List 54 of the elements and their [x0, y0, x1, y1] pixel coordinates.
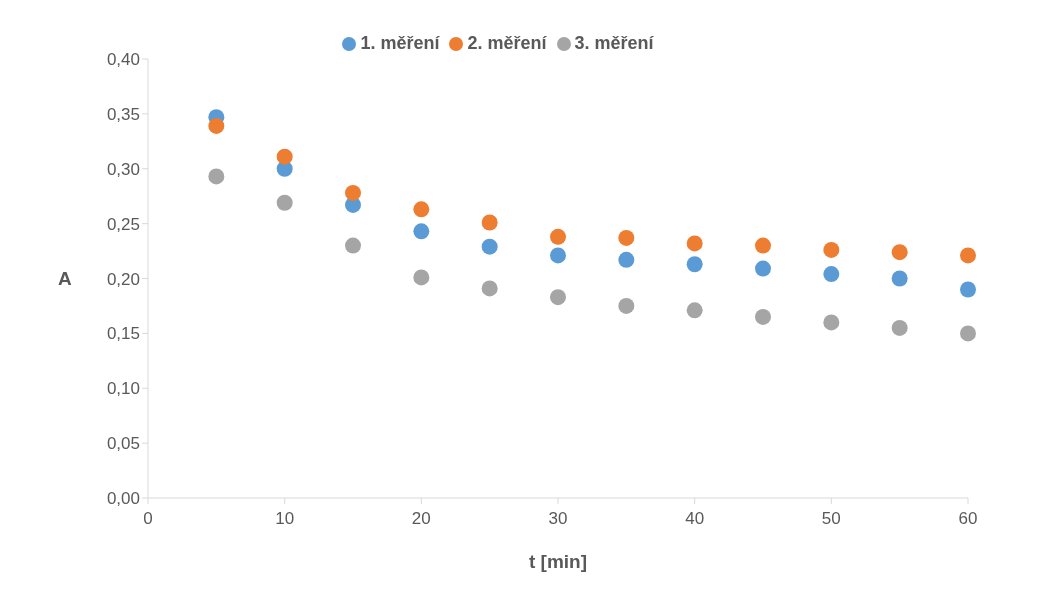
y-tick-label: 0,00: [106, 489, 140, 509]
point: [891, 270, 908, 287]
legend-label: 2. měření: [467, 33, 547, 53]
y-axis-title: A: [58, 268, 72, 290]
point: [686, 235, 703, 252]
point: [686, 302, 703, 319]
point: [550, 228, 566, 245]
point: [481, 214, 498, 231]
y-tick-label: 0,20: [106, 269, 140, 289]
point: [755, 308, 771, 325]
point: [823, 241, 840, 258]
point: [413, 223, 430, 240]
x-tick-label: 50: [821, 509, 841, 528]
point: [481, 280, 498, 297]
y-tick-label: 0,25: [106, 214, 140, 234]
point: [208, 117, 225, 134]
point: [208, 168, 225, 185]
point: [891, 319, 908, 336]
legend-label: 3. měření: [574, 33, 654, 53]
x-tick-label: 0: [143, 509, 153, 528]
x-tick-label: 60: [958, 509, 978, 528]
y-tick-label: 0,05: [106, 434, 140, 454]
point: [550, 289, 566, 306]
point: [618, 229, 635, 246]
point: [686, 256, 703, 273]
point: [345, 237, 361, 254]
point: [823, 314, 840, 331]
x-axis-title: t [min]: [528, 551, 588, 572]
point: [550, 247, 566, 264]
point: [481, 238, 498, 255]
point: [618, 251, 635, 268]
point: [276, 148, 293, 165]
y-tick-label: 0,40: [106, 50, 140, 70]
point: [891, 244, 908, 261]
y-tick-label: 0,35: [106, 104, 140, 124]
point: [618, 297, 635, 314]
y-tick-label: 0,15: [106, 324, 140, 344]
point: [960, 247, 976, 264]
legend-label: 1. měření: [360, 33, 440, 53]
y-tick-label: 0,10: [106, 379, 140, 399]
x-tick-label: 40: [685, 509, 705, 528]
x-tick-label: 20: [411, 509, 431, 528]
x-tick-label: 10: [275, 509, 295, 528]
point: [755, 237, 771, 254]
point: [823, 266, 840, 283]
point: [276, 194, 293, 211]
point: [345, 184, 361, 201]
point: [755, 260, 771, 277]
point: [413, 269, 430, 286]
y-tick-label: 0,30: [106, 159, 140, 179]
point: [413, 201, 430, 218]
point: [960, 281, 976, 298]
x-tick-label: 30: [548, 509, 568, 528]
point: [960, 325, 976, 342]
